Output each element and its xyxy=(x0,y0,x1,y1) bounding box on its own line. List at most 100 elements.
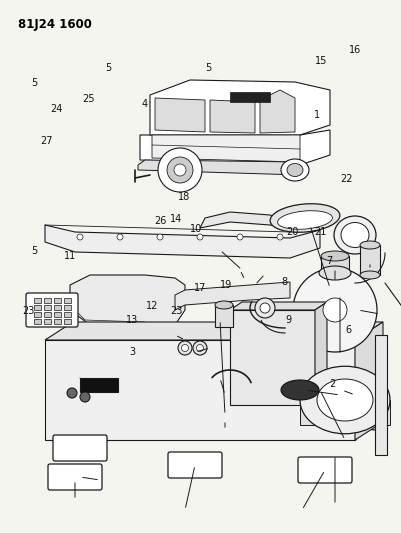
Circle shape xyxy=(323,298,347,322)
Text: 26: 26 xyxy=(154,216,166,226)
Text: 11: 11 xyxy=(64,251,76,261)
Circle shape xyxy=(260,303,270,313)
Polygon shape xyxy=(70,275,185,330)
Text: 2: 2 xyxy=(330,379,336,389)
Circle shape xyxy=(255,298,275,318)
Polygon shape xyxy=(300,400,390,425)
Text: 14: 14 xyxy=(170,214,182,223)
Bar xyxy=(44,319,51,324)
Polygon shape xyxy=(45,225,320,258)
Text: 13: 13 xyxy=(126,315,138,325)
Text: 8: 8 xyxy=(282,278,288,287)
Text: 5: 5 xyxy=(31,246,37,255)
Text: 6: 6 xyxy=(346,326,352,335)
Bar xyxy=(64,319,71,324)
Ellipse shape xyxy=(317,379,373,421)
Ellipse shape xyxy=(281,380,319,400)
Text: 23: 23 xyxy=(22,306,34,316)
Bar xyxy=(375,335,387,455)
Polygon shape xyxy=(53,360,105,425)
Circle shape xyxy=(167,157,193,183)
Bar xyxy=(215,305,233,327)
Ellipse shape xyxy=(360,241,380,249)
Bar xyxy=(64,305,71,310)
Bar xyxy=(54,305,61,310)
FancyBboxPatch shape xyxy=(53,435,107,461)
Bar xyxy=(34,312,41,317)
Text: 5: 5 xyxy=(105,63,111,73)
Polygon shape xyxy=(155,98,205,132)
Polygon shape xyxy=(230,302,327,310)
Circle shape xyxy=(158,148,202,192)
Circle shape xyxy=(77,234,83,240)
Polygon shape xyxy=(200,212,295,230)
FancyBboxPatch shape xyxy=(26,293,78,327)
Text: 23: 23 xyxy=(170,306,182,316)
Circle shape xyxy=(277,234,283,240)
FancyBboxPatch shape xyxy=(298,457,352,483)
Circle shape xyxy=(117,234,123,240)
Text: 5: 5 xyxy=(31,78,37,87)
Text: 81J24 1600: 81J24 1600 xyxy=(18,18,92,31)
Text: 22: 22 xyxy=(340,174,353,183)
Text: 17: 17 xyxy=(194,283,207,293)
Ellipse shape xyxy=(287,164,303,176)
Polygon shape xyxy=(45,322,383,340)
Polygon shape xyxy=(210,100,255,133)
Text: 15: 15 xyxy=(315,56,327,66)
Text: 19: 19 xyxy=(221,280,233,290)
Ellipse shape xyxy=(334,216,376,254)
Polygon shape xyxy=(138,160,305,175)
Text: 4: 4 xyxy=(141,99,148,109)
Bar xyxy=(34,298,41,303)
Bar xyxy=(64,312,71,317)
Text: 9: 9 xyxy=(286,315,292,325)
Circle shape xyxy=(196,344,203,351)
Text: 25: 25 xyxy=(82,94,95,103)
Circle shape xyxy=(157,234,163,240)
Circle shape xyxy=(237,234,243,240)
Bar xyxy=(34,305,41,310)
Text: 10: 10 xyxy=(190,224,203,234)
Ellipse shape xyxy=(277,211,332,229)
Polygon shape xyxy=(315,302,327,405)
Polygon shape xyxy=(355,322,383,440)
Bar xyxy=(44,298,51,303)
Polygon shape xyxy=(150,80,330,135)
Polygon shape xyxy=(260,90,295,133)
Bar xyxy=(321,256,349,272)
Ellipse shape xyxy=(215,301,233,309)
Polygon shape xyxy=(230,310,315,405)
Bar xyxy=(230,92,270,102)
Text: 12: 12 xyxy=(146,302,158,311)
Circle shape xyxy=(80,392,90,402)
Ellipse shape xyxy=(360,271,380,279)
Text: 1: 1 xyxy=(314,110,320,119)
Ellipse shape xyxy=(319,266,351,280)
Text: 20: 20 xyxy=(287,227,299,237)
Bar xyxy=(44,305,51,310)
FancyBboxPatch shape xyxy=(48,464,102,490)
Circle shape xyxy=(174,164,186,176)
Bar xyxy=(360,245,380,275)
Ellipse shape xyxy=(341,222,369,247)
Bar xyxy=(34,319,41,324)
FancyBboxPatch shape xyxy=(168,452,222,478)
Text: 27: 27 xyxy=(40,136,53,146)
Circle shape xyxy=(67,388,77,398)
Polygon shape xyxy=(45,340,355,440)
Ellipse shape xyxy=(270,204,340,232)
Text: 5: 5 xyxy=(205,63,212,73)
Bar xyxy=(80,378,118,392)
Polygon shape xyxy=(140,130,330,165)
Bar xyxy=(64,298,71,303)
Text: 24: 24 xyxy=(50,104,62,114)
Text: 18: 18 xyxy=(178,192,190,202)
Circle shape xyxy=(293,268,377,352)
Ellipse shape xyxy=(300,366,390,434)
Bar xyxy=(54,298,61,303)
Ellipse shape xyxy=(321,251,349,261)
Circle shape xyxy=(197,234,203,240)
Bar xyxy=(44,312,51,317)
Text: 3: 3 xyxy=(129,347,136,357)
